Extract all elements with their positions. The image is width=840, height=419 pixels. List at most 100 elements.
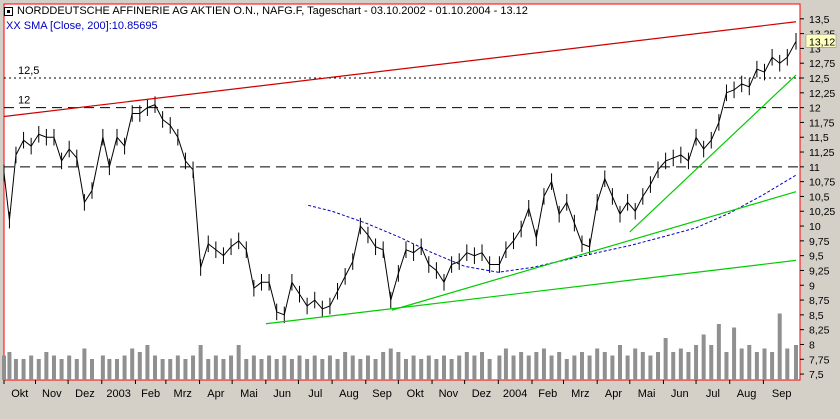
volume-bar <box>442 355 446 380</box>
volume-bar <box>663 338 668 380</box>
volume-bar <box>251 355 256 380</box>
x-tick-label: Feb <box>538 388 557 400</box>
volume-bar <box>29 355 34 380</box>
volume-bar <box>625 355 630 380</box>
volume-bar <box>747 345 752 380</box>
x-tick-label: Feb <box>141 388 160 400</box>
volume-bar <box>557 352 562 380</box>
volume-bar <box>2 355 6 380</box>
x-tick-label: Dez <box>75 388 95 400</box>
y-tick-label: 9 <box>809 280 815 292</box>
y-tick-label: 7,75 <box>809 354 830 366</box>
volume-bar <box>739 348 744 380</box>
x-tick-label: Jul <box>308 388 322 400</box>
window-menu-icon[interactable] <box>4 6 13 16</box>
volume-bar <box>709 345 714 380</box>
volume-bar <box>90 359 94 380</box>
volume-bar <box>503 348 508 380</box>
volume-bar <box>694 345 699 380</box>
volume-bar <box>297 355 302 380</box>
volume-bar <box>426 355 431 380</box>
volume-bar <box>160 359 165 380</box>
volume-bar <box>464 352 469 380</box>
volume-bar <box>511 355 516 380</box>
volume-bar <box>213 355 218 380</box>
volume-bar <box>678 348 683 380</box>
x-tick-label: Mai <box>638 388 656 400</box>
volume-bar <box>549 355 554 380</box>
y-tick-label: 8,5 <box>809 310 824 322</box>
y-tick-label: 11,75 <box>809 117 835 129</box>
volume-bar <box>762 348 767 380</box>
volume-bar <box>175 355 180 380</box>
volume-bar <box>259 359 264 380</box>
x-tick-label: Aug <box>339 388 359 400</box>
volume-bar <box>221 359 226 380</box>
y-tick-label: 10 <box>809 221 821 233</box>
volume-bar <box>107 359 112 380</box>
volume-bar <box>572 355 577 380</box>
volume-bar <box>381 352 386 380</box>
volume-bar <box>350 355 355 380</box>
x-tick-label: Apr <box>207 388 224 400</box>
y-tick-label: 10,25 <box>809 206 835 218</box>
volume-bar <box>74 359 79 380</box>
volume-bar <box>358 359 363 380</box>
last-price-label: 13,12 <box>809 36 835 48</box>
volume-bar <box>472 355 477 380</box>
volume-bar <box>785 348 790 380</box>
x-tick-label: Mai <box>240 388 258 400</box>
y-tick-label: 12,5 <box>809 73 830 85</box>
volume-bar <box>648 355 653 380</box>
volume-bar <box>618 345 622 380</box>
volume-bar <box>388 348 393 380</box>
volume-bar <box>21 359 26 380</box>
volume-bar <box>579 352 584 380</box>
volume-bar <box>320 359 325 380</box>
volume-bar <box>396 352 401 380</box>
x-tick-label: Mrz <box>571 388 589 400</box>
volume-bar <box>137 352 142 380</box>
volume-bar <box>686 352 691 380</box>
volume-bar <box>67 355 72 380</box>
trendline <box>629 74 797 233</box>
volume-bar <box>602 352 607 380</box>
x-tick-label: Okt <box>407 388 424 400</box>
volume-bar <box>434 359 439 380</box>
volume-bar <box>59 359 64 380</box>
volume-bar <box>487 359 492 380</box>
volume-bar <box>716 324 721 380</box>
x-tick-label: Sep <box>772 388 792 400</box>
chart-title-text: NORDDEUTSCHE AFFINERIE AG AKTIEN O.N., N… <box>17 5 528 17</box>
volume-bar <box>724 352 729 380</box>
horizontal-level-label: 12,5 <box>18 65 39 77</box>
x-tick-label: Jun <box>671 388 689 400</box>
y-tick-label: 9,5 <box>809 251 824 263</box>
y-tick-label: 8 <box>809 339 815 351</box>
y-tick-label: 8,25 <box>809 325 830 337</box>
volume-bar <box>191 355 196 380</box>
volume-bar <box>541 348 546 380</box>
volume-bar <box>671 352 676 380</box>
volume-bar <box>145 345 150 380</box>
volume-bar <box>183 359 188 380</box>
volume-bar <box>122 355 127 380</box>
volume-bar <box>198 345 203 380</box>
volume-bar <box>274 359 279 380</box>
volume-bar <box>656 352 661 380</box>
volume-bar <box>7 352 12 380</box>
volume-bar <box>44 352 49 380</box>
volume-bar <box>289 359 294 380</box>
volume-bar <box>13 359 18 380</box>
y-tick-label: 9,25 <box>809 265 830 277</box>
volume-bar <box>365 355 370 380</box>
volume-bar <box>373 359 378 380</box>
y-tick-label: 12 <box>809 103 821 115</box>
volume-bar <box>327 355 332 380</box>
volume-bar <box>282 355 287 380</box>
last-price-box <box>805 34 837 48</box>
x-tick-label: Mrz <box>174 388 192 400</box>
volume-bar <box>519 352 524 380</box>
